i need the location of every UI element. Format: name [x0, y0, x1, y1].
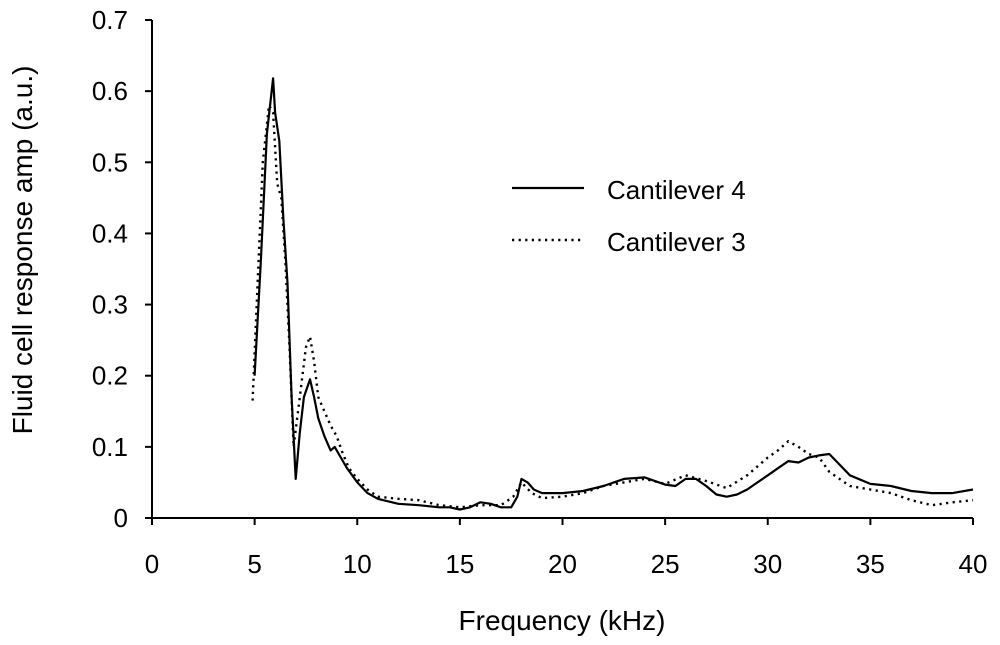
x-tick-label: 15 [445, 549, 474, 579]
y-tick-label: 0.7 [92, 5, 128, 35]
y-tick-label: 0.3 [92, 290, 128, 320]
y-tick-label: 0.4 [92, 218, 128, 248]
x-tick-label: 25 [651, 549, 680, 579]
y-tick-label: 0.5 [92, 147, 128, 177]
y-axis-label: Fluid cell response amp (a.u.) [7, 66, 38, 435]
x-tick-label: 35 [856, 549, 885, 579]
legend-label-cantilever-4: Cantilever 4 [607, 175, 746, 205]
y-tick-label: 0.1 [92, 432, 128, 462]
x-tick-label: 0 [145, 549, 159, 579]
x-tick-label: 10 [343, 549, 372, 579]
y-tick-label: 0.6 [92, 76, 128, 106]
x-tick-label: 5 [247, 549, 261, 579]
series-line-cantilever-3 [251, 104, 974, 509]
legend-label-cantilever-3: Cantilever 3 [607, 227, 746, 257]
legend: Cantilever 4 Cantilever 3 [512, 175, 746, 257]
x-tick-label: 20 [548, 549, 577, 579]
y-tick-label: 0.2 [92, 361, 128, 391]
ticks-layer: 0 5 10 15 20 25 30 35 40 0 0.1 0.2 0.3 0.4 0.5 0.6 0.7 [92, 5, 988, 579]
x-tick-label: 40 [959, 549, 988, 579]
x-axis-label: Frequency (kHz) [459, 605, 666, 636]
series-line-cantilever-4 [253, 77, 974, 511]
y-tick-label: 0 [114, 503, 128, 533]
x-tick-label: 30 [753, 549, 782, 579]
series-layer [251, 77, 974, 511]
